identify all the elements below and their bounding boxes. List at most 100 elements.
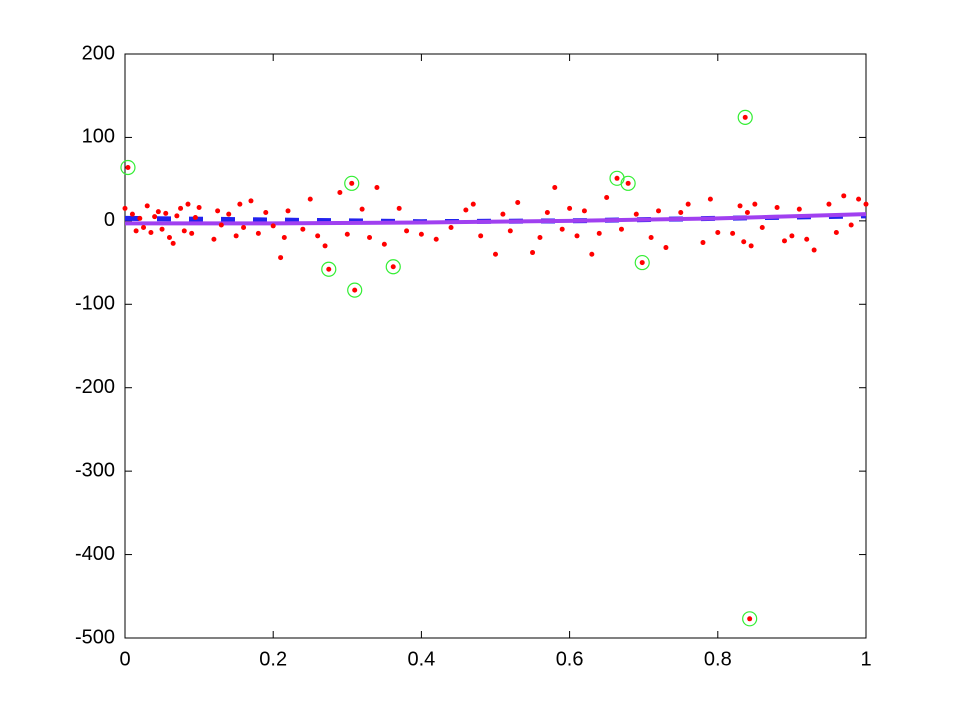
data-point bbox=[381, 241, 387, 247]
data-point bbox=[656, 208, 662, 214]
data-point bbox=[337, 189, 343, 195]
data-point bbox=[604, 194, 610, 200]
outlier-ring bbox=[347, 282, 363, 298]
data-point bbox=[137, 215, 143, 221]
outlier-ring bbox=[385, 259, 401, 275]
outlier-ring bbox=[620, 175, 636, 191]
data-point bbox=[752, 201, 758, 207]
x-tick-label: 0.4 bbox=[407, 648, 435, 670]
data-point bbox=[715, 230, 721, 236]
y-tick-label: -100 bbox=[75, 293, 115, 315]
data-point bbox=[326, 266, 332, 272]
data-point bbox=[322, 243, 328, 249]
data-point bbox=[530, 250, 536, 256]
data-point bbox=[742, 114, 748, 120]
data-point bbox=[552, 184, 558, 190]
data-point bbox=[374, 184, 380, 190]
data-point bbox=[174, 213, 180, 219]
data-point bbox=[493, 251, 498, 257]
data-point bbox=[574, 233, 580, 239]
data-point bbox=[537, 235, 543, 241]
data-point bbox=[774, 205, 780, 211]
x-tick-label: 0.6 bbox=[556, 648, 584, 670]
data-point bbox=[707, 196, 713, 202]
data-point bbox=[181, 228, 187, 234]
y-tick-label: -500 bbox=[75, 626, 115, 648]
data-point bbox=[344, 231, 350, 237]
data-point bbox=[796, 206, 802, 212]
data-point bbox=[685, 201, 691, 207]
data-point bbox=[507, 228, 513, 234]
data-point bbox=[352, 287, 358, 293]
data-point bbox=[596, 230, 602, 236]
x-tick-label: 0.8 bbox=[704, 648, 732, 670]
data-point bbox=[625, 180, 631, 186]
data-point bbox=[648, 235, 654, 241]
data-point bbox=[237, 201, 243, 207]
data-point bbox=[463, 207, 469, 213]
outlier-ring bbox=[737, 109, 753, 126]
data-point bbox=[663, 245, 669, 251]
data-point bbox=[789, 233, 795, 239]
data-point bbox=[478, 233, 484, 239]
y-tick-label: -400 bbox=[75, 543, 115, 565]
y-tick-label: 0 bbox=[104, 209, 115, 231]
data-point bbox=[248, 198, 254, 204]
data-point bbox=[270, 223, 276, 229]
data-point bbox=[500, 211, 506, 217]
data-point bbox=[433, 236, 439, 242]
data-point bbox=[633, 211, 639, 217]
data-point bbox=[544, 210, 550, 216]
axes-box bbox=[124, 53, 867, 639]
data-point bbox=[567, 205, 573, 211]
data-point bbox=[748, 243, 754, 249]
data-point bbox=[863, 201, 869, 207]
y-tick-label: 100 bbox=[82, 126, 115, 148]
data-point bbox=[215, 208, 221, 214]
data-point bbox=[263, 210, 269, 216]
data-point bbox=[185, 201, 191, 207]
data-point bbox=[804, 236, 810, 242]
data-point bbox=[178, 205, 184, 211]
data-point bbox=[418, 231, 424, 237]
data-point bbox=[404, 228, 410, 234]
data-point bbox=[700, 240, 706, 246]
data-point bbox=[278, 255, 284, 261]
data-point bbox=[211, 236, 217, 242]
data-point bbox=[144, 203, 150, 209]
data-point bbox=[226, 211, 232, 217]
data-point bbox=[359, 206, 365, 212]
data-point bbox=[737, 203, 743, 209]
data-point bbox=[300, 226, 306, 232]
data-point bbox=[241, 225, 247, 231]
data-point bbox=[856, 196, 862, 202]
x-tick-label: 1 bbox=[860, 648, 871, 670]
data-point bbox=[826, 201, 832, 207]
outlier-ring bbox=[742, 611, 758, 627]
data-point bbox=[166, 235, 172, 241]
data-point bbox=[148, 230, 154, 236]
fit-line bbox=[125, 212, 867, 226]
data-point bbox=[159, 226, 165, 232]
data-point bbox=[448, 225, 454, 231]
data-point bbox=[285, 208, 291, 214]
data-point bbox=[614, 175, 620, 181]
data-point bbox=[125, 164, 131, 170]
data-point bbox=[122, 205, 128, 211]
data-point bbox=[315, 233, 321, 239]
data-point bbox=[281, 235, 287, 241]
data-point bbox=[759, 225, 765, 231]
data-point bbox=[678, 210, 684, 216]
data-point bbox=[848, 222, 854, 228]
data-point bbox=[741, 239, 747, 245]
y-tick-label: 200 bbox=[82, 42, 115, 64]
data-point bbox=[163, 210, 169, 216]
data-point bbox=[841, 193, 847, 199]
data-point bbox=[349, 180, 355, 186]
data-point bbox=[811, 247, 817, 253]
data-point bbox=[744, 210, 750, 216]
data-point bbox=[367, 235, 373, 241]
x-tick-label: 0.2 bbox=[259, 648, 287, 670]
y-tick-label: -300 bbox=[75, 459, 115, 481]
